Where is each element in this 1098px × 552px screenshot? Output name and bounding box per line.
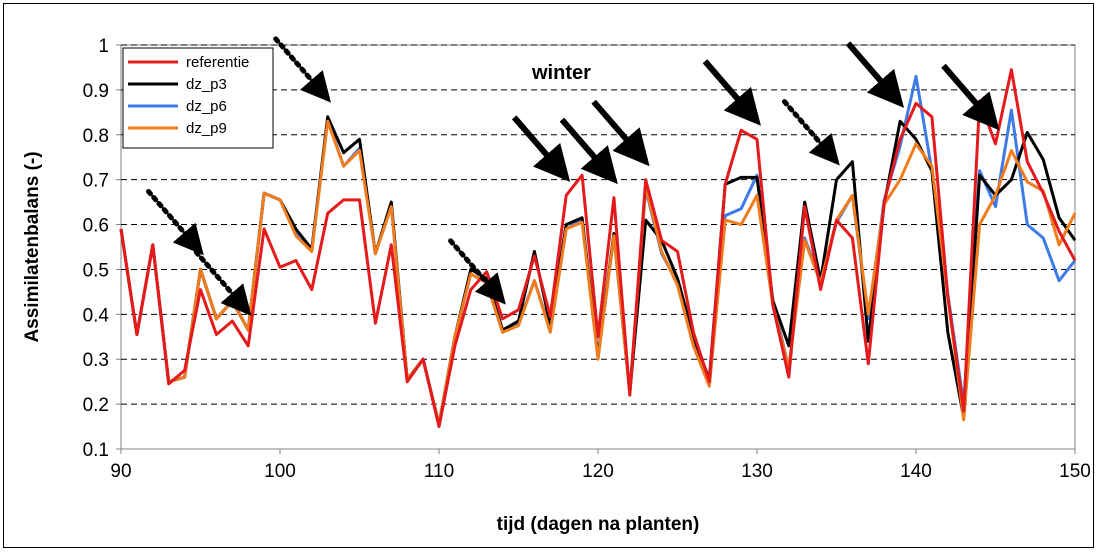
annotation-arrows	[146, 36, 1000, 316]
legend: referentie dz_p3 dz_p6 dz_p9	[122, 47, 274, 149]
x-tick-label: 120	[582, 461, 614, 482]
series-lines	[119, 68, 1077, 429]
x-tick-label: 130	[741, 461, 773, 482]
legend-box	[122, 47, 274, 149]
y-tick-label: 0.5	[83, 260, 109, 281]
y-tick-label: 0.3	[83, 350, 109, 371]
y-axis-label: Assimilatenbalans (-)	[22, 151, 43, 342]
x-tick-label: 100	[264, 461, 296, 482]
x-tick-label: 140	[900, 461, 932, 482]
y-tick-label: 0.9	[83, 81, 109, 102]
solid-arrow	[845, 41, 905, 108]
gridlines	[121, 44, 1075, 405]
legend-label-dz_p6: dz_p6	[186, 98, 227, 115]
y-tick-label: 0.1	[83, 440, 109, 461]
dotted-arrow	[193, 249, 252, 316]
solid-arrow	[702, 59, 761, 126]
y-tick-label: 0.2	[83, 395, 109, 416]
chart-frame	[3, 3, 1094, 548]
y-axis-ticks: 0.1 0.2 0.3 0.4 0.5 0.6 0.7 0.8 0.9 1	[83, 36, 121, 461]
dotted-arrow	[448, 238, 506, 305]
solid-arrow	[941, 63, 1000, 131]
x-tick-label: 150	[1059, 461, 1091, 482]
x-axis-ticks: 90 100 110 120 130 140 150	[110, 449, 1091, 482]
y-tick-label: 0.6	[83, 216, 109, 237]
dotted-arrow	[273, 36, 331, 103]
y-tick-label: 1	[98, 36, 109, 57]
x-tick-label: 90	[110, 461, 131, 482]
series-line-referentie	[119, 68, 1077, 429]
legend-label-referentie: referentie	[186, 54, 249, 71]
y-tick-label: 0.4	[83, 305, 110, 326]
x-tick-label: 110	[424, 461, 454, 482]
solid-arrow	[591, 99, 650, 167]
winter-annotation: winter	[531, 62, 591, 84]
y-tick-label: 0.8	[83, 126, 109, 147]
x-axis-label: tijd (dagen na planten)	[497, 514, 700, 535]
legend-label-dz_p9: dz_p9	[186, 120, 227, 137]
solid-arrow	[511, 115, 571, 182]
solid-arrow	[559, 117, 618, 185]
plot-area	[120, 44, 1076, 450]
dotted-arrow	[146, 188, 204, 256]
series-line-dz_p9	[119, 119, 1077, 426]
legend-label-dz_p3: dz_p3	[186, 76, 227, 93]
dotted-arrow	[782, 99, 840, 166]
y-tick-label: 0.7	[83, 171, 109, 192]
